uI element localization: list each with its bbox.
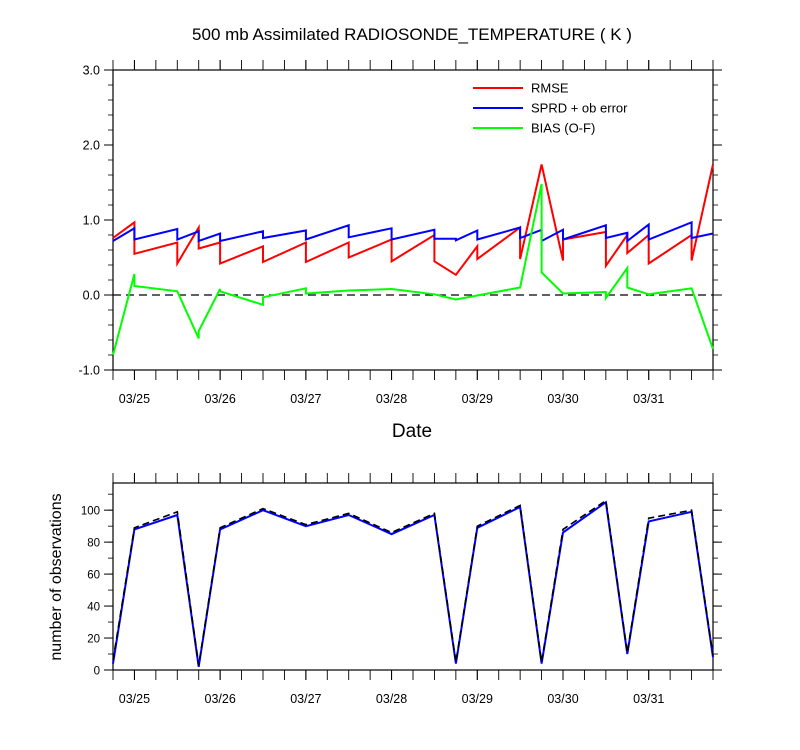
- x-tick-label: 03/26: [205, 392, 236, 406]
- y-tick-label: 80: [87, 538, 100, 550]
- y-tick-label: 0.0: [83, 289, 100, 303]
- x-tick-label: 03/28: [376, 392, 407, 406]
- legend-label: BIAS (O-F): [531, 121, 595, 136]
- axis-ticks: [104, 60, 722, 380]
- legend: RMSE SPRD + ob error BIAS (O-F): [473, 81, 628, 136]
- x-tick-label: 03/29: [462, 692, 493, 706]
- y-tick-label: 0: [94, 666, 100, 678]
- x-tick-labels-bottom: 03/25 03/26 03/27 03/28 03/29 03/30 03/31: [119, 692, 665, 706]
- y-tick-labels-bottom: 0 20 40 60 80 100: [81, 506, 100, 678]
- y-tick-label: 2.0: [83, 139, 100, 153]
- y-tick-label: -1.0: [78, 364, 100, 378]
- y-tick-labels: -1.0 0.0 1.0 2.0 3.0: [78, 64, 100, 378]
- x-tick-label: 03/27: [290, 692, 321, 706]
- y-tick-label: 20: [87, 634, 100, 646]
- series-line-dashed: [112, 499, 714, 666]
- series-lines: [112, 164, 714, 356]
- axis-ticks-bottom: [104, 473, 722, 680]
- x-tick-label: 03/31: [633, 692, 664, 706]
- x-tick-label: 03/30: [547, 692, 578, 706]
- y-tick-label: 100: [81, 506, 100, 518]
- x-axis-label: Date: [392, 421, 432, 442]
- rmse-spread-bias-panel: 500 mb Assimilated RADIOSONDE_TEMPERATUR…: [78, 25, 722, 442]
- x-tick-label: 03/29: [462, 392, 493, 406]
- series-line-sprd-ob-error: [112, 220, 714, 244]
- y-tick-label: 3.0: [83, 64, 100, 78]
- legend-label: SPRD + ob error: [531, 101, 628, 116]
- y-tick-label: 40: [87, 602, 100, 614]
- series-line-rmse: [112, 164, 714, 277]
- x-tick-label: 03/28: [376, 692, 407, 706]
- x-tick-labels: 03/25 03/26 03/27 03/28 03/29 03/30 03/31: [119, 392, 665, 406]
- y-tick-label: 60: [87, 570, 100, 582]
- x-tick-label: 03/31: [633, 392, 664, 406]
- x-tick-label: 03/25: [119, 392, 150, 406]
- x-tick-label: 03/26: [205, 692, 236, 706]
- y-axis-label-bottom: number of observations: [48, 493, 65, 660]
- series-line-bias-o-f: [112, 183, 714, 356]
- x-tick-label: 03/25: [119, 692, 150, 706]
- chart-title: 500 mb Assimilated RADIOSONDE_TEMPERATUR…: [192, 25, 632, 44]
- x-tick-label: 03/27: [290, 392, 321, 406]
- series-lines-bottom: [112, 499, 714, 667]
- y-tick-label: 1.0: [83, 214, 100, 228]
- legend-label: RMSE: [531, 81, 569, 96]
- x-tick-label: 03/30: [547, 392, 578, 406]
